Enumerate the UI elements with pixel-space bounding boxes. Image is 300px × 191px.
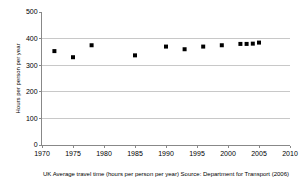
svg-text:500: 500: [26, 8, 38, 15]
svg-text:1980: 1980: [96, 150, 112, 157]
svg-text:1970: 1970: [34, 150, 50, 157]
svg-text:2010: 2010: [282, 150, 298, 157]
svg-text:1990: 1990: [158, 150, 174, 157]
svg-text:Hours per person per year: Hours per person per year: [15, 43, 21, 113]
svg-text:400: 400: [26, 35, 38, 42]
svg-text:2005: 2005: [251, 150, 267, 157]
svg-text:100: 100: [26, 115, 38, 122]
svg-text:1985: 1985: [127, 150, 143, 157]
svg-text:1995: 1995: [189, 150, 205, 157]
svg-text:UK Average travel time (hours: UK Average travel time (hours per person…: [43, 171, 289, 177]
svg-text:200: 200: [26, 88, 38, 95]
svg-text:1975: 1975: [65, 150, 81, 157]
svg-text:2000: 2000: [220, 150, 236, 157]
svg-text:0: 0: [34, 141, 38, 148]
svg-text:300: 300: [26, 62, 38, 69]
